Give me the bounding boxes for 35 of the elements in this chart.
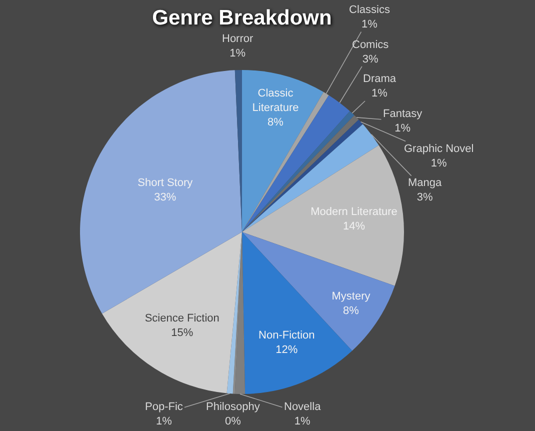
pie-slice bbox=[102, 232, 242, 394]
data-label: 8% bbox=[343, 304, 360, 317]
slice-label: Short Story bbox=[138, 177, 194, 190]
slice-label: Pop-Fic bbox=[145, 401, 184, 413]
data-label: 1% bbox=[294, 415, 311, 428]
slice-label: Non-Fiction bbox=[258, 330, 315, 342]
pie-slice bbox=[80, 70, 242, 314]
slice-label: Classic Literature bbox=[252, 88, 299, 114]
data-label: 15% bbox=[171, 326, 194, 339]
data-label: 3% bbox=[362, 53, 378, 66]
pie-slice bbox=[226, 232, 242, 394]
slice-label: Fantasy bbox=[383, 108, 423, 120]
data-label: 8% bbox=[268, 116, 284, 128]
data-label: 12% bbox=[276, 344, 298, 356]
chart-title: Genre Breakdown bbox=[152, 6, 332, 30]
data-label: 0% bbox=[224, 415, 242, 428]
slice-label: Graphic Novel bbox=[404, 143, 474, 155]
slice-label: Horror bbox=[222, 33, 254, 45]
slice-label: Comics bbox=[352, 39, 390, 51]
slice-label: Novella bbox=[284, 401, 322, 413]
data-label: 1% bbox=[362, 18, 378, 30]
data-label: 3% bbox=[416, 191, 433, 204]
pie-slice bbox=[242, 145, 404, 286]
slice-label: Mystery bbox=[332, 290, 371, 303]
slice-label: Science Fiction bbox=[144, 312, 220, 325]
data-label: 1% bbox=[430, 157, 448, 170]
data-label: 1% bbox=[156, 415, 172, 428]
data-label: 1% bbox=[372, 87, 388, 100]
slice-label: Philosophy bbox=[206, 401, 260, 413]
slice-label: Manga bbox=[408, 177, 443, 189]
data-label: 1% bbox=[230, 47, 246, 60]
data-label: 1% bbox=[394, 122, 411, 134]
slice-label: Drama bbox=[363, 73, 397, 85]
data-label: 33% bbox=[154, 191, 176, 204]
slice-label: Classics bbox=[349, 4, 390, 16]
